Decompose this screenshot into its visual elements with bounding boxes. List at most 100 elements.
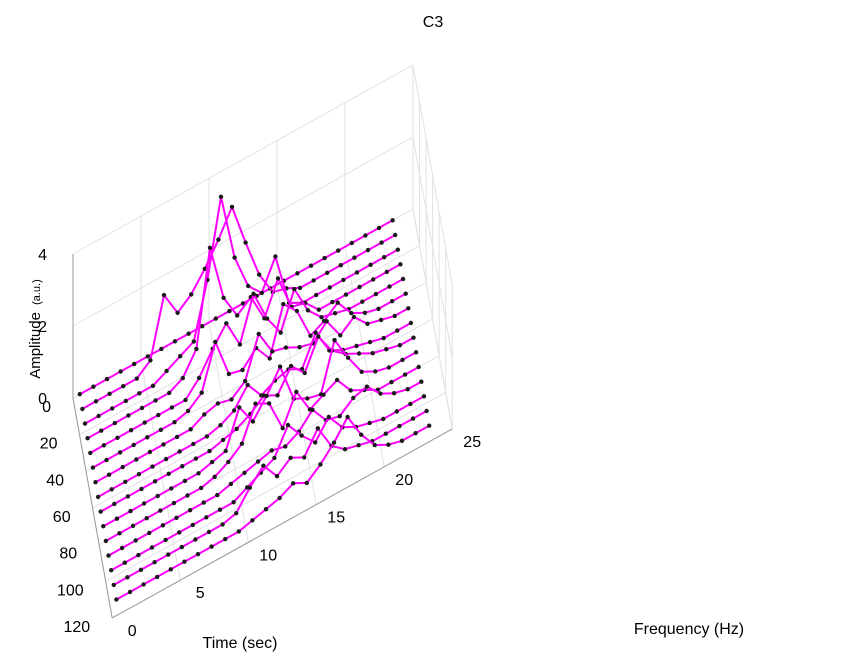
data-point	[337, 414, 342, 419]
data-point	[229, 204, 235, 210]
series-112	[114, 414, 432, 602]
grid-line	[92, 318, 433, 509]
data-point	[155, 493, 160, 499]
x-tick-label: 100	[57, 582, 84, 599]
data-point	[356, 351, 362, 356]
data-point	[392, 313, 397, 319]
data-point	[152, 479, 158, 484]
data-point	[354, 270, 360, 275]
data-point	[189, 292, 194, 297]
data-point	[255, 459, 261, 464]
data-point	[308, 333, 313, 338]
series-line	[113, 410, 428, 586]
data-point	[175, 310, 180, 315]
data-point	[149, 545, 155, 550]
data-point	[343, 292, 349, 297]
data-point	[411, 335, 416, 340]
data-point	[365, 247, 371, 253]
data-point	[104, 376, 110, 382]
data-point	[322, 255, 327, 261]
data-point	[364, 384, 370, 389]
data-point	[161, 442, 166, 447]
data-point	[107, 391, 112, 396]
data-point	[118, 369, 123, 374]
data-point	[263, 507, 269, 512]
data-point	[182, 559, 187, 564]
data-point	[274, 474, 280, 479]
data-point	[139, 405, 145, 411]
data-point	[91, 384, 96, 389]
data-point	[112, 420, 118, 426]
series-line	[110, 395, 425, 572]
data-point	[160, 523, 166, 528]
data-point	[332, 311, 338, 316]
data-point	[406, 306, 411, 311]
data-point	[133, 538, 138, 543]
x-tick-label: 20	[40, 436, 58, 453]
data-point	[199, 390, 204, 395]
data-point	[384, 347, 389, 352]
data-point	[376, 306, 381, 311]
data-point	[352, 255, 357, 260]
x-tick-label: 40	[46, 472, 64, 489]
data-point	[98, 509, 103, 514]
data-point	[389, 379, 394, 385]
data-point	[103, 538, 109, 544]
data-point	[217, 507, 223, 512]
data-point	[408, 320, 414, 326]
data-point	[330, 299, 335, 305]
data-point	[145, 354, 150, 359]
data-point	[227, 308, 232, 314]
data-point	[122, 560, 128, 565]
grid-line	[72, 136, 414, 327]
data-point	[251, 291, 256, 296]
data-point	[112, 501, 117, 507]
data-point	[270, 349, 275, 354]
data-point	[250, 419, 256, 424]
series-line	[105, 366, 420, 542]
data-point	[311, 278, 316, 283]
data-point	[368, 262, 373, 267]
data-point	[166, 552, 171, 557]
data-point	[134, 457, 139, 462]
data-point	[204, 434, 210, 439]
data-point	[381, 416, 386, 422]
data-point	[393, 232, 398, 238]
grid-line	[105, 391, 446, 582]
data-point	[341, 277, 346, 283]
series-96	[109, 394, 427, 573]
data-point	[202, 412, 207, 417]
data-point	[177, 449, 182, 454]
data-point	[138, 567, 144, 572]
data-point	[99, 428, 104, 433]
data-point	[335, 300, 340, 305]
x-axis-label: Time (sec)	[203, 635, 278, 652]
data-point	[427, 423, 432, 428]
series-line	[84, 195, 399, 425]
data-point	[127, 589, 133, 595]
series-8	[80, 204, 398, 412]
data-point	[95, 494, 101, 500]
data-point	[354, 343, 359, 349]
data-point	[405, 387, 410, 392]
tick-labels: 0 20 40 60 80 100 120 0 5 10 15 20 25 0 2 4	[38, 247, 481, 640]
data-point	[234, 511, 239, 516]
data-point	[247, 485, 252, 490]
data-point	[191, 441, 196, 447]
data-point	[236, 529, 241, 534]
data-point	[212, 474, 217, 479]
data-point	[389, 299, 395, 304]
data-point	[142, 420, 147, 425]
data-point	[386, 365, 392, 370]
data-point	[85, 436, 90, 441]
data-point	[367, 339, 373, 345]
data-point	[139, 486, 144, 492]
data-point	[147, 530, 152, 536]
data-point	[209, 459, 215, 465]
data-point	[280, 426, 285, 431]
data-point	[207, 448, 212, 454]
x-tick-label: 0	[42, 399, 51, 416]
data-point	[215, 492, 220, 498]
data-point	[402, 372, 408, 377]
data-point	[90, 465, 96, 470]
